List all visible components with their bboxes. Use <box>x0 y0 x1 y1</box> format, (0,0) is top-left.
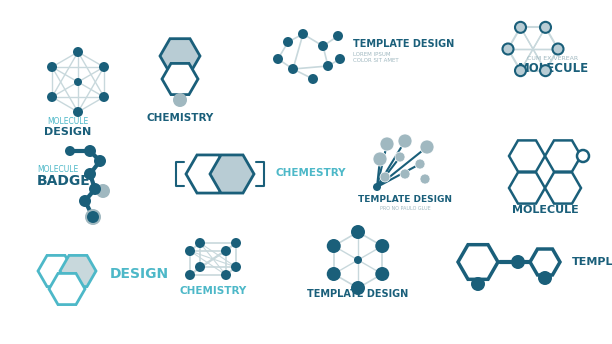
Text: CHEMESTRY: CHEMESTRY <box>275 168 346 178</box>
Circle shape <box>99 92 109 102</box>
Text: COLOR SIT AMET: COLOR SIT AMET <box>353 58 398 64</box>
Text: CHEMISTRY: CHEMISTRY <box>146 113 214 123</box>
Circle shape <box>47 62 57 72</box>
Circle shape <box>173 93 187 107</box>
Circle shape <box>323 61 333 71</box>
Circle shape <box>354 256 362 264</box>
Circle shape <box>351 225 365 239</box>
Polygon shape <box>545 172 581 204</box>
Circle shape <box>398 134 412 148</box>
Circle shape <box>420 140 434 154</box>
Circle shape <box>74 78 82 86</box>
Circle shape <box>318 41 328 51</box>
Circle shape <box>327 239 341 253</box>
Circle shape <box>538 271 552 285</box>
Circle shape <box>96 184 110 198</box>
Circle shape <box>221 270 231 280</box>
Circle shape <box>84 168 96 180</box>
Circle shape <box>471 277 485 291</box>
Polygon shape <box>545 140 581 172</box>
Text: BADGE: BADGE <box>37 174 91 188</box>
Circle shape <box>373 183 381 191</box>
Circle shape <box>221 246 231 256</box>
Circle shape <box>515 22 526 33</box>
Circle shape <box>283 37 293 47</box>
Text: PRO NO PAULO GLUE: PRO NO PAULO GLUE <box>379 205 430 211</box>
Polygon shape <box>210 155 254 193</box>
Circle shape <box>327 267 341 281</box>
Circle shape <box>79 195 91 207</box>
Circle shape <box>65 146 75 156</box>
Polygon shape <box>458 245 498 279</box>
Circle shape <box>373 152 387 166</box>
Circle shape <box>415 159 425 169</box>
Circle shape <box>380 137 394 151</box>
Circle shape <box>511 255 525 269</box>
Polygon shape <box>38 255 74 287</box>
Text: DESIGN: DESIGN <box>45 127 92 137</box>
Circle shape <box>375 239 389 253</box>
Circle shape <box>380 172 390 182</box>
Circle shape <box>185 270 195 280</box>
Text: TEMPLATE DESIGN: TEMPLATE DESIGN <box>358 194 452 204</box>
Circle shape <box>94 155 106 167</box>
Circle shape <box>308 74 318 84</box>
Polygon shape <box>160 39 200 73</box>
Circle shape <box>298 29 308 39</box>
Circle shape <box>395 152 405 162</box>
Circle shape <box>577 150 589 162</box>
Circle shape <box>99 62 109 72</box>
Polygon shape <box>186 155 230 193</box>
Circle shape <box>73 107 83 117</box>
Circle shape <box>540 65 551 76</box>
Circle shape <box>288 64 298 74</box>
Circle shape <box>351 281 365 295</box>
Text: MOLECULE: MOLECULE <box>512 205 578 215</box>
Text: DESIGN: DESIGN <box>110 267 169 281</box>
Circle shape <box>231 262 241 272</box>
Circle shape <box>231 238 241 248</box>
Circle shape <box>73 47 83 57</box>
Text: LOREM IPSUM: LOREM IPSUM <box>353 52 390 56</box>
Circle shape <box>273 54 283 64</box>
Text: CUM EX VEREAR: CUM EX VEREAR <box>528 56 578 62</box>
Circle shape <box>89 183 101 195</box>
Text: TEMPLATE DESIGN: TEMPLATE DESIGN <box>353 39 454 49</box>
Polygon shape <box>49 273 85 304</box>
Circle shape <box>540 22 551 33</box>
Circle shape <box>84 145 96 157</box>
Circle shape <box>400 169 410 179</box>
Polygon shape <box>60 255 96 287</box>
Circle shape <box>195 262 205 272</box>
Circle shape <box>420 174 430 184</box>
Circle shape <box>502 43 513 54</box>
Circle shape <box>515 65 526 76</box>
Circle shape <box>47 92 57 102</box>
Circle shape <box>335 54 345 64</box>
Polygon shape <box>509 140 545 172</box>
Polygon shape <box>509 172 545 204</box>
Circle shape <box>195 238 205 248</box>
Text: TEMPLATE DESIGN: TEMPLATE DESIGN <box>307 289 409 299</box>
Text: CHEMISTRY: CHEMISTRY <box>179 286 247 296</box>
Circle shape <box>553 43 564 54</box>
Circle shape <box>87 211 99 223</box>
Text: MOLECULE: MOLECULE <box>37 164 78 173</box>
Circle shape <box>375 267 389 281</box>
Polygon shape <box>530 249 560 275</box>
Text: MOLECULE: MOLECULE <box>47 118 89 127</box>
Circle shape <box>185 246 195 256</box>
Polygon shape <box>162 63 198 95</box>
Text: TEMPLATE: TEMPLATE <box>572 257 612 267</box>
Circle shape <box>333 31 343 41</box>
Circle shape <box>85 209 101 225</box>
Text: MOLECULE: MOLECULE <box>517 63 589 75</box>
